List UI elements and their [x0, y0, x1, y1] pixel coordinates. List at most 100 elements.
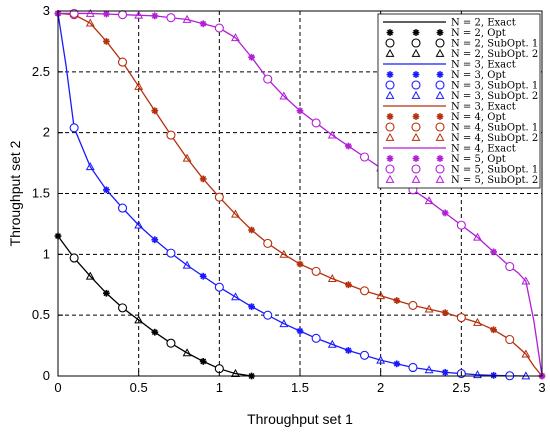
legend-opt-marker [436, 71, 444, 78]
legend-subopt1-marker [385, 122, 395, 132]
subopt2-marker [182, 348, 192, 357]
legend-label: N = 3, SubOpt. 1 [451, 81, 538, 92]
opt-marker [393, 297, 401, 304]
subopt2-marker [231, 292, 240, 301]
legend-item: N = 4, Exact [383, 144, 516, 155]
opt-marker [441, 209, 449, 217]
legend-subopt2-marker [435, 132, 445, 141]
opt-marker [248, 303, 255, 311]
y-axis-label: Throughput set 2 [7, 140, 23, 246]
subopt2-marker [327, 339, 337, 348]
legend-item: N = 3, Opt [386, 70, 506, 81]
y-tick-label: 2.5 [32, 64, 50, 79]
legend-label: N = 4, Exact [451, 144, 516, 155]
legend-subopt1-marker [411, 164, 421, 174]
x-axis-label: Throughput set 1 [247, 411, 353, 427]
x-tick-label: 0.5 [130, 380, 148, 395]
opt-marker [345, 347, 352, 354]
legend-label: N = 2, SubOpt. 2 [451, 49, 538, 60]
x-tick-label: 3 [538, 380, 545, 395]
legend-label: N = 5, SubOpt. 2 [451, 175, 538, 186]
legend-subopt1-marker [411, 80, 421, 90]
subopt1-marker [456, 313, 466, 323]
legend-opt-marker [412, 71, 420, 78]
subopt1-marker [166, 248, 176, 258]
opt-marker [296, 327, 304, 335]
subopt1-marker [117, 10, 128, 20]
chart-series [54, 8, 546, 381]
legend-subopt2-marker [411, 48, 421, 57]
legend-item: N = 2, SubOpt. 1 [385, 38, 538, 50]
subopt2-marker [134, 315, 144, 324]
legend-label: N = 3, SubOpt. 2 [451, 91, 538, 102]
legend-opt-marker [386, 155, 394, 162]
opt-marker [103, 289, 110, 297]
subopt1-marker [359, 286, 370, 296]
legend-label: N = 4, Opt [451, 112, 506, 123]
legend-label: N = 2, SubOpt. 1 [451, 39, 538, 50]
legend-item: N = 3, SubOpt. 1 [385, 80, 538, 92]
subopt1-marker [359, 152, 370, 162]
legend-item: N = 3, SubOpt. 2 [385, 90, 538, 102]
subopt2-marker [424, 196, 434, 205]
opt-marker [345, 281, 352, 289]
subopt2-marker [134, 81, 144, 90]
series-N5 [54, 8, 546, 380]
legend-opt-marker [412, 113, 420, 120]
subopt2-marker [85, 8, 95, 17]
subopt1-marker [117, 303, 128, 313]
subopt1-marker [214, 192, 224, 202]
opt-marker [103, 10, 110, 18]
legend-subopt2-marker [385, 90, 395, 99]
subopt1-marker [166, 338, 176, 348]
legend-item: N = 2, Exact [383, 18, 516, 29]
legend-opt-marker [386, 71, 394, 78]
subopt1-marker [263, 238, 273, 248]
subopt2-marker [473, 370, 482, 379]
legend-label: N = 2, Opt [451, 28, 506, 39]
opt-marker [199, 358, 207, 365]
subopt1-marker [166, 130, 176, 140]
subopt2-marker [521, 349, 531, 358]
subopt2-marker [134, 10, 144, 19]
legend-item: N = 4, SubOpt. 1 [385, 122, 538, 134]
opt-marker [441, 309, 449, 317]
subopt2-marker [182, 153, 192, 162]
subopt1-marker [263, 74, 273, 84]
legend-label: N = 2, Exact [451, 18, 516, 29]
series-N2 [54, 232, 255, 380]
y-tick-label: 2 [43, 125, 50, 140]
series-line-N4 [57, 12, 543, 377]
subopt2-marker [279, 249, 289, 258]
subopt1-marker [311, 118, 321, 128]
legend-subopt2-marker [385, 174, 395, 183]
opt-marker [151, 236, 159, 244]
legend-subopt1-marker [435, 122, 445, 132]
opt-marker [199, 175, 207, 183]
subopt2-marker [134, 220, 144, 229]
x-tick-label: 1 [216, 380, 223, 395]
subopt1-marker [263, 310, 273, 320]
legend-subopt2-marker [411, 132, 421, 141]
legend-label: N = 4, SubOpt. 1 [451, 123, 538, 134]
legend-item: N = 2, Opt [386, 28, 506, 39]
opt-marker [296, 107, 304, 115]
legend-subopt1-marker [435, 38, 445, 48]
legend-subopt2-marker [435, 48, 445, 57]
opt-marker [248, 226, 255, 234]
opt-marker [248, 53, 255, 61]
opt-marker [151, 107, 159, 115]
legend-item: N = 5, SubOpt. 1 [385, 164, 538, 176]
subopt2-marker [182, 260, 192, 269]
legend-subopt2-marker [435, 90, 445, 99]
y-tick-label: 0.5 [32, 307, 50, 322]
legend-subopt1-marker [385, 80, 395, 90]
opt-marker [151, 328, 159, 336]
subopt2-marker [279, 319, 289, 328]
subopt1-marker [311, 333, 321, 343]
subopt1-marker [505, 261, 515, 272]
legend-subopt2-marker [385, 48, 395, 57]
legend-label: N = 3, Exact [451, 102, 516, 113]
